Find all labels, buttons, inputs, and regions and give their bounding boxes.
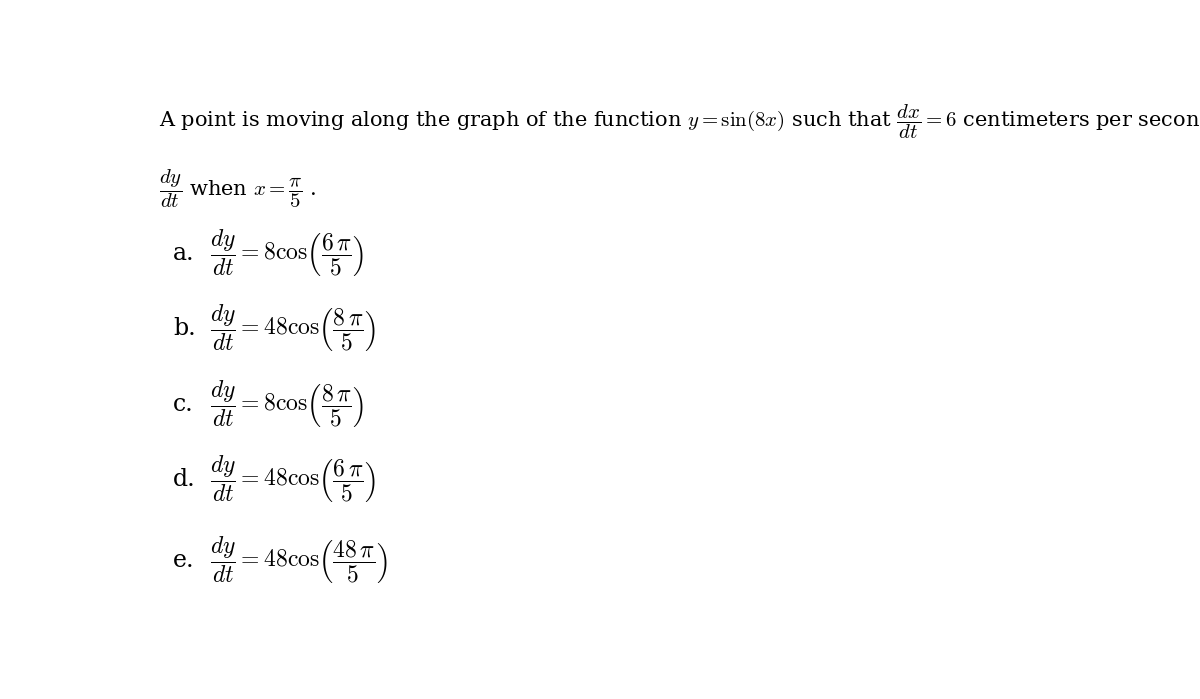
Text: b.: b. bbox=[173, 317, 196, 340]
Text: A point is moving along the graph of the function $y = \sin(8x)$ such that $\dfr: A point is moving along the graph of the… bbox=[160, 103, 1200, 141]
Text: a.: a. bbox=[173, 242, 194, 265]
Text: c.: c. bbox=[173, 393, 194, 416]
Text: $\dfrac{dy}{dt} = 48\cos\!\left(\dfrac{48\,\pi}{5}\right)$: $\dfrac{dy}{dt} = 48\cos\!\left(\dfrac{4… bbox=[210, 535, 389, 586]
Text: $\dfrac{dy}{dt} = 48\cos\!\left(\dfrac{8\,\pi}{5}\right)$: $\dfrac{dy}{dt} = 48\cos\!\left(\dfrac{8… bbox=[210, 303, 377, 354]
Text: $\dfrac{dy}{dt}$ when $x = \dfrac{\pi}{5}$ .: $\dfrac{dy}{dt}$ when $x = \dfrac{\pi}{5… bbox=[160, 167, 317, 210]
Text: $\dfrac{dy}{dt} = 8\cos\!\left(\dfrac{6\,\pi}{5}\right)$: $\dfrac{dy}{dt} = 8\cos\!\left(\dfrac{6\… bbox=[210, 228, 365, 279]
Text: $\dfrac{dy}{dt} = 48\cos\!\left(\dfrac{6\,\pi}{5}\right)$: $\dfrac{dy}{dt} = 48\cos\!\left(\dfrac{6… bbox=[210, 454, 377, 505]
Text: $\dfrac{dy}{dt} = 8\cos\!\left(\dfrac{8\,\pi}{5}\right)$: $\dfrac{dy}{dt} = 8\cos\!\left(\dfrac{8\… bbox=[210, 378, 365, 430]
Text: e.: e. bbox=[173, 549, 194, 572]
Text: d.: d. bbox=[173, 468, 196, 491]
